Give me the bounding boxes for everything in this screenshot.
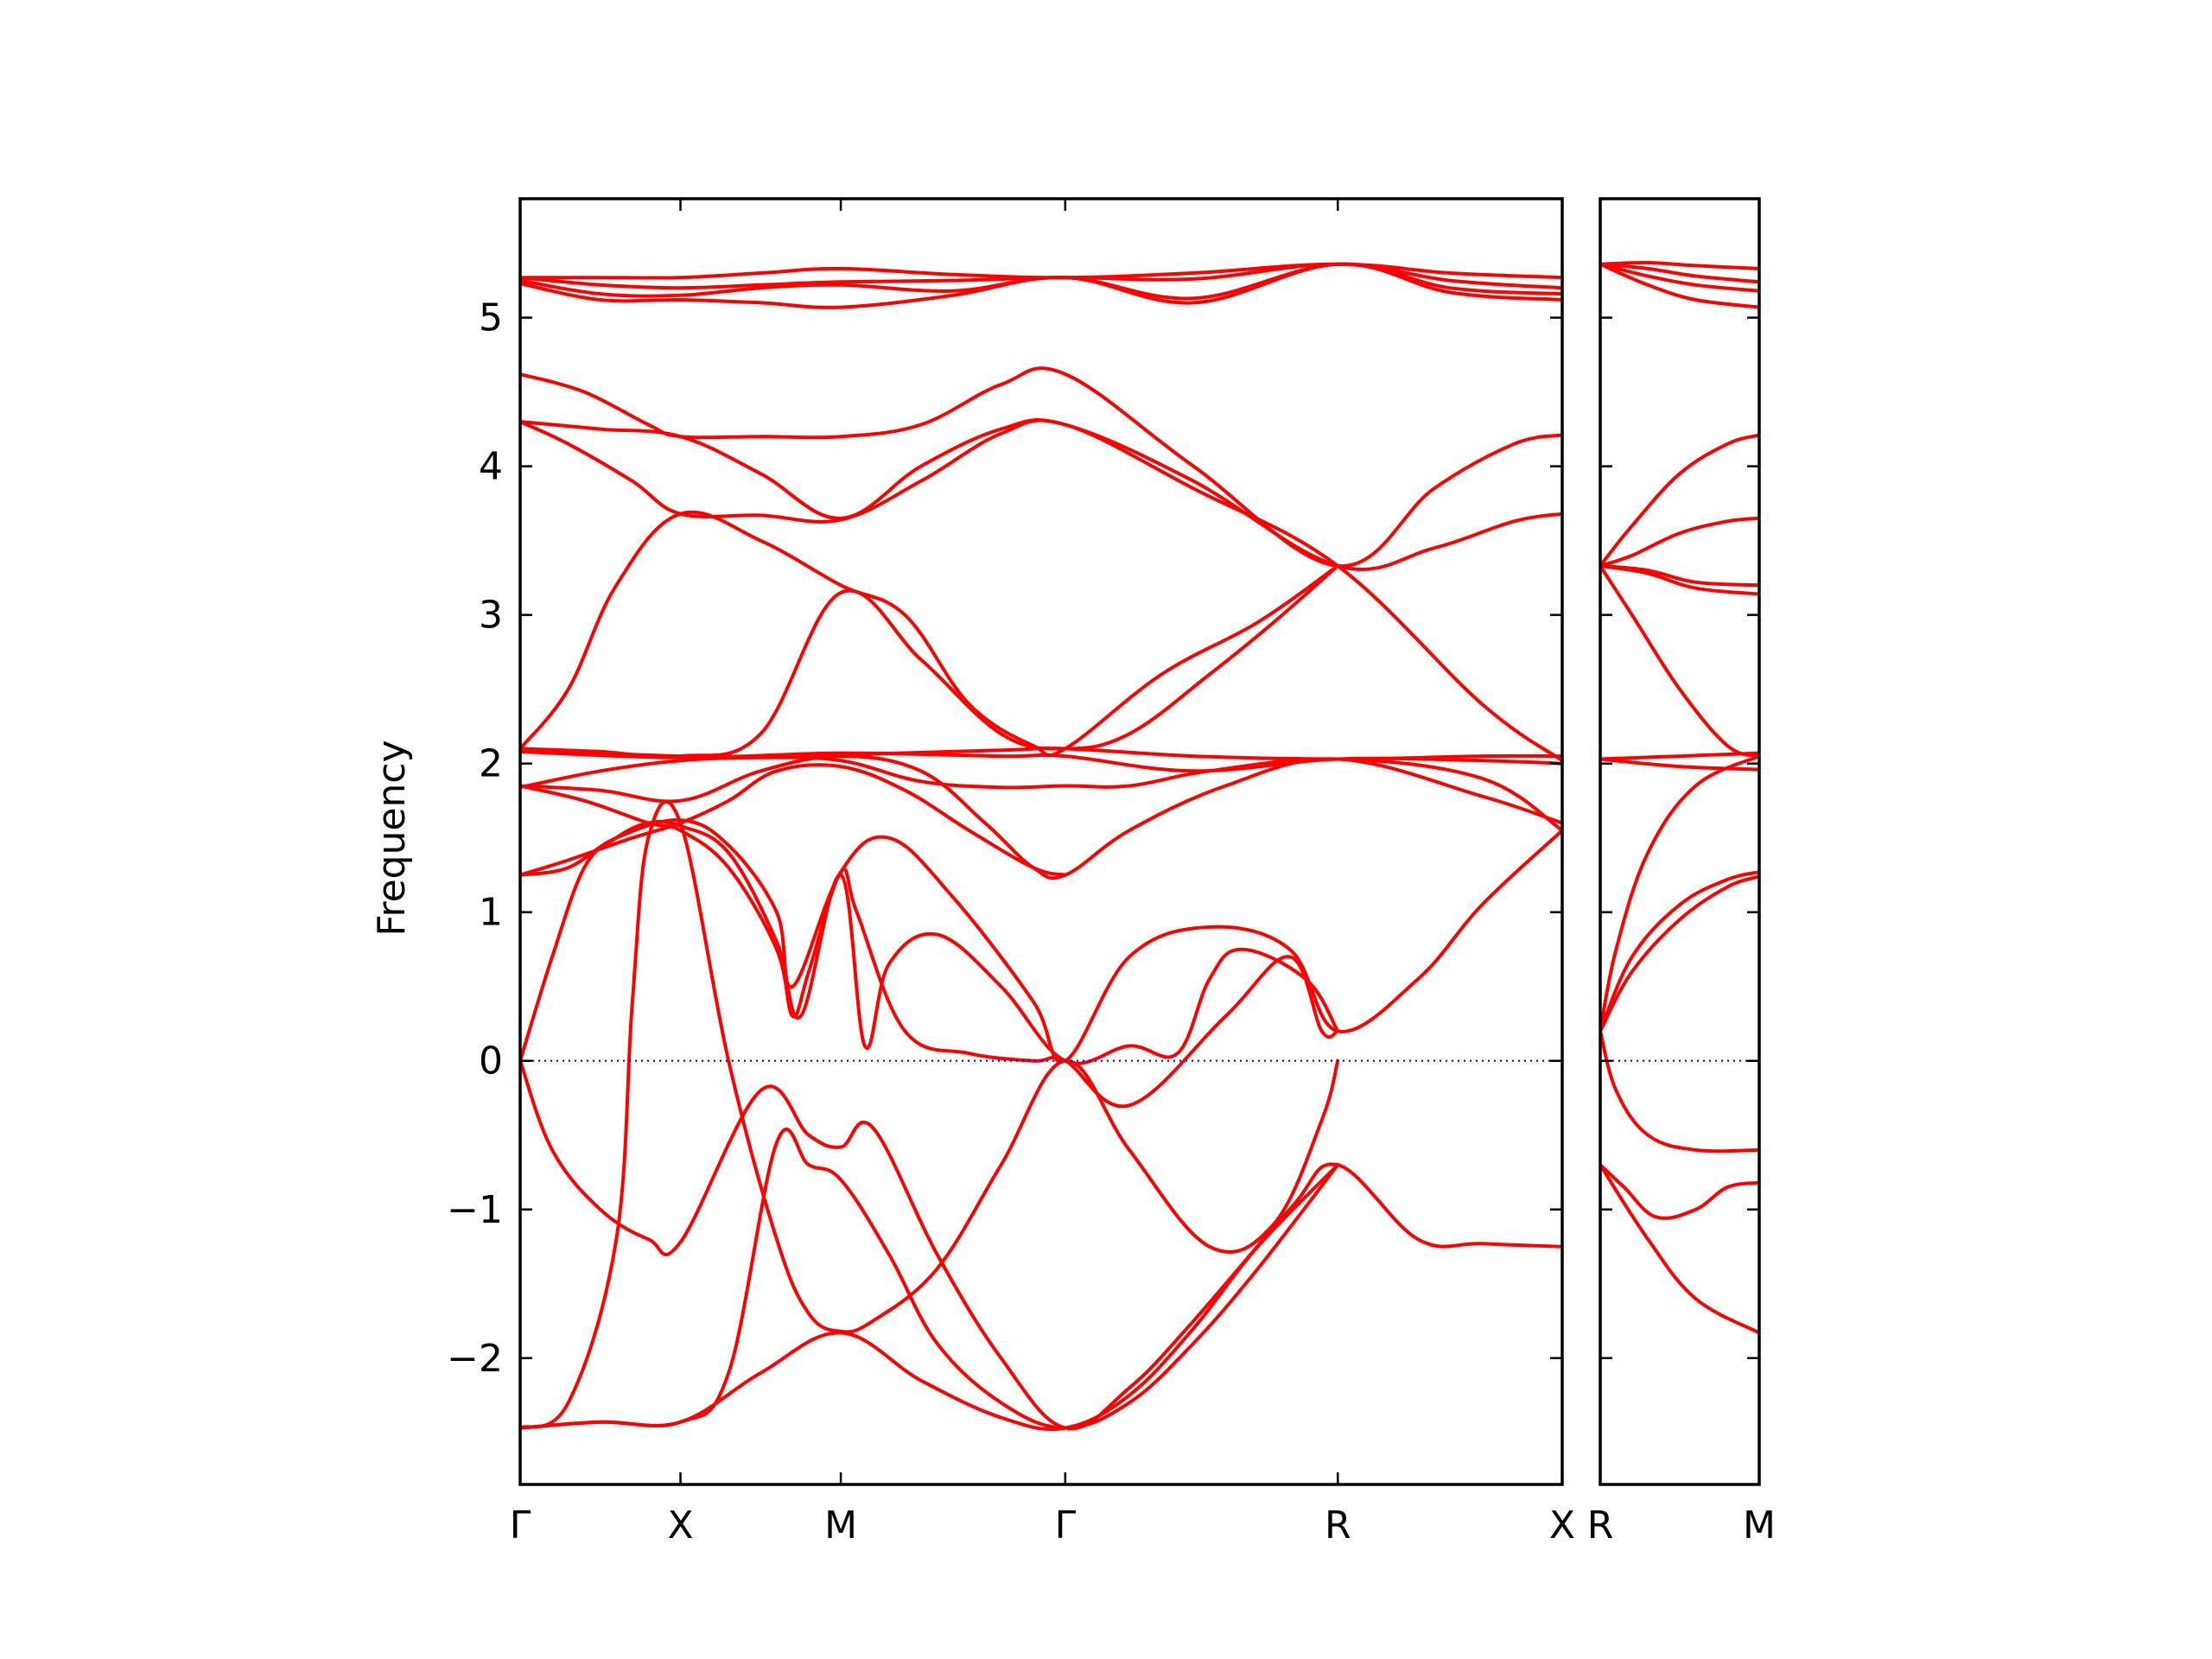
ytick-label: 1	[479, 891, 503, 935]
main-frame	[518, 197, 1564, 1486]
side-band-4	[1600, 262, 1759, 309]
xtick-label: Γ	[510, 1503, 531, 1548]
main-band-1	[520, 262, 1562, 280]
main-band-14	[520, 763, 1067, 877]
xtick-label: X	[667, 1503, 693, 1548]
ytick-label: 2	[479, 742, 503, 786]
side-band-17	[1600, 1163, 1759, 1335]
main-band-19	[520, 799, 1340, 1430]
side-band-14	[1600, 874, 1759, 1033]
side-band-6	[1600, 516, 1759, 568]
ytick-label: 3	[479, 594, 503, 638]
ytick-label: −1	[447, 1188, 503, 1232]
side-band-11	[1600, 757, 1759, 772]
main-band-8	[520, 510, 1340, 758]
xtick-label: X	[1549, 1503, 1575, 1548]
side-band-3	[1600, 262, 1759, 293]
side-band-16	[1600, 1163, 1759, 1220]
main-panel: −2 −1 0 1 2 3 4 5 Γ X M Γ R X	[447, 197, 1575, 1548]
main-band-7	[520, 418, 1562, 763]
ytick-label: 0	[479, 1039, 503, 1084]
side-band-15	[1600, 1029, 1759, 1154]
side-band-2	[1600, 262, 1759, 284]
side-band-5	[1600, 433, 1759, 568]
main-band-5	[520, 366, 1562, 568]
ytick-label: 4	[479, 445, 503, 489]
side-band-13	[1600, 870, 1759, 1033]
main-band-9	[520, 563, 1340, 760]
side-band-9	[1600, 563, 1759, 759]
ytick-label: −2	[447, 1337, 503, 1381]
main-band-13	[520, 755, 1562, 833]
main-band-4	[520, 262, 1562, 309]
main-band-6	[520, 418, 1562, 571]
main-band-15	[520, 818, 1562, 1064]
main-band-17	[520, 819, 1340, 1065]
xtick-label: M	[824, 1503, 857, 1548]
side-band-1	[1600, 260, 1759, 270]
ytick-label: 5	[479, 296, 503, 340]
xtick-label: Γ	[1055, 1503, 1077, 1548]
side-band-8	[1600, 563, 1759, 596]
side-frame	[1599, 197, 1761, 1486]
main-series-group	[520, 262, 1562, 1432]
main-band-21	[520, 1127, 1340, 1430]
xtick-label: R	[1587, 1503, 1614, 1548]
main-band-16	[520, 784, 1340, 1109]
side-band-10	[1600, 751, 1759, 761]
xtick-label: R	[1325, 1503, 1351, 1548]
y-axis-title: Frequency	[370, 740, 414, 936]
side-band-12	[1600, 754, 1759, 1033]
xtick-label: M	[1743, 1503, 1776, 1548]
main-band-18	[520, 1058, 1562, 1431]
side-series-group	[1600, 260, 1759, 1335]
